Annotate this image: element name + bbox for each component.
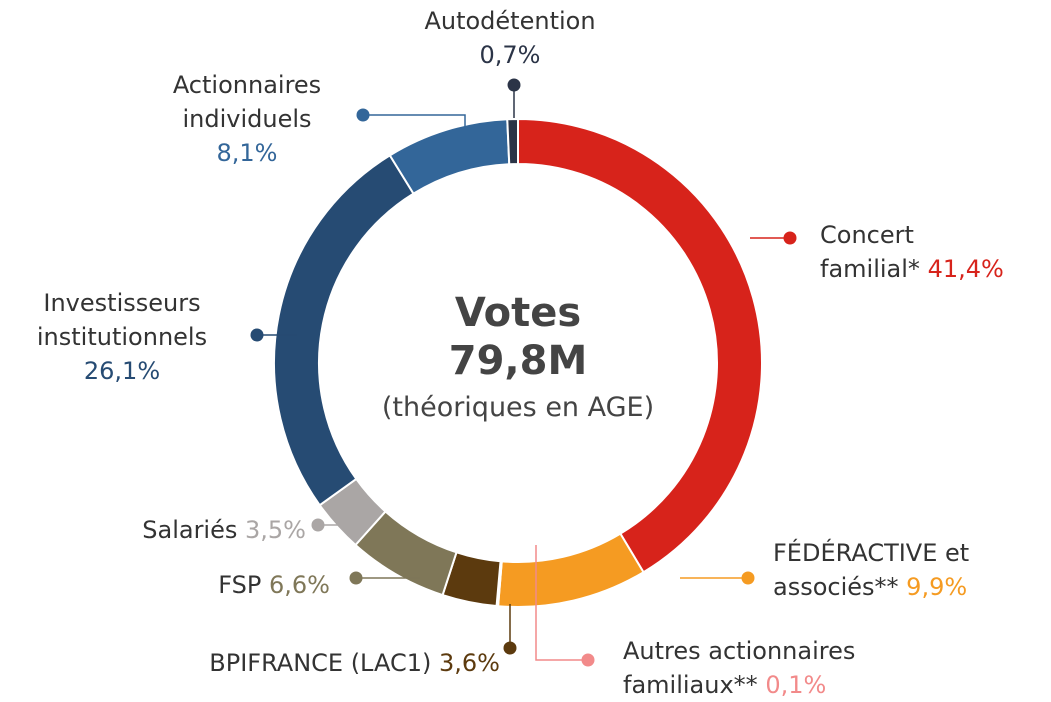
value-label: 41,4% — [927, 255, 1004, 283]
category-name: Autres actionnaires familiaux** — [623, 637, 856, 699]
leader-dot — [783, 231, 797, 245]
value-label: 9,9% — [906, 573, 968, 601]
leader-dot — [581, 653, 595, 667]
slice-label: Concert familial* 41,4% — [820, 218, 1020, 286]
leader-dot — [250, 328, 264, 342]
category-name: Investisseurs institutionnels — [36, 289, 208, 351]
leader-dot — [349, 571, 363, 585]
value-label: 3,5% — [245, 516, 306, 544]
slice — [388, 118, 511, 196]
category-name: FSP — [218, 571, 262, 599]
value-label: 8,1% — [216, 139, 278, 167]
leader-dot — [741, 571, 755, 585]
slice-label: Autres actionnaires familiaux** 0,1% — [623, 634, 913, 702]
leader-dot — [507, 78, 521, 92]
slice-label: Investisseurs institutionnels 26,1% — [12, 286, 232, 388]
category-name: BPIFRANCE (LAC1) — [209, 649, 432, 677]
value-label: 0,1% — [765, 671, 827, 699]
leader-line — [363, 114, 466, 128]
value-label: 6,6% — [269, 571, 330, 599]
category-name: Autodétention — [424, 7, 596, 35]
slice-label: Actionnaires individuels 8,1% — [162, 68, 332, 170]
leader-line — [535, 545, 588, 661]
slice-label: FSP 6,6% — [218, 568, 330, 602]
slice-label: Salariés 3,5% — [142, 513, 306, 547]
leader-dot — [503, 641, 517, 655]
value-label: 0,7% — [479, 41, 541, 69]
category-name: Concert familial* — [820, 221, 920, 283]
center-total: 79,8M — [448, 338, 588, 384]
leader-dot — [311, 518, 325, 532]
slice-label: Autodétention 0,7% — [410, 4, 610, 72]
center-subtitle: (théoriques en AGE) — [381, 392, 655, 423]
value-label: 3,6% — [439, 649, 500, 677]
category-name: FÉDÉRACTIVE et associés** — [773, 539, 970, 601]
value-label: 26,1% — [83, 357, 161, 385]
category-name: Salariés — [142, 516, 238, 544]
center-title: Votes — [454, 290, 582, 336]
slice-label: FÉDÉRACTIVE et associés** 9,9% — [773, 536, 1013, 604]
slice-label: BPIFRANCE (LAC1) 3,6% — [209, 646, 500, 680]
slice — [506, 117, 519, 166]
category-name: Actionnaires individuels — [172, 71, 322, 133]
leader-dot — [356, 108, 370, 122]
slice — [497, 532, 645, 608]
